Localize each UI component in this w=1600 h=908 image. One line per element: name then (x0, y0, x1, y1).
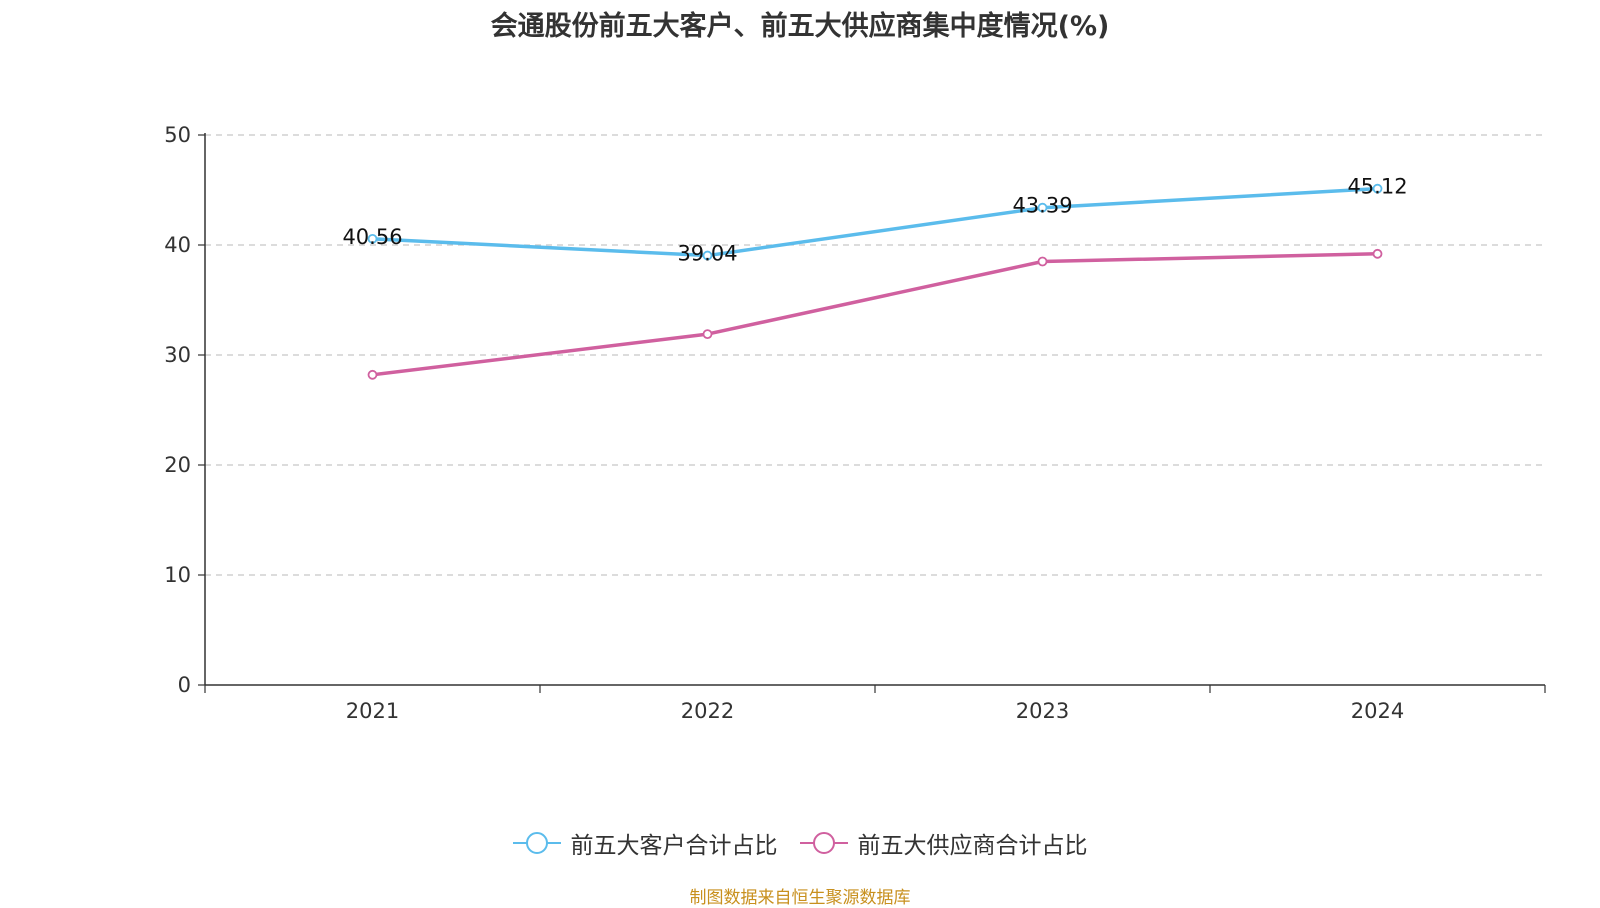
series-line-0 (372, 186, 1378, 258)
y-tick-label-20: 20 (164, 453, 191, 477)
tick-labels: 0 10 20 30 40 50 2021 2022 2023 2024 (164, 123, 1404, 723)
axes (198, 133, 1546, 693)
x-tick-label-2022: 2022 (681, 699, 734, 723)
line-chart: 0 10 20 30 40 50 2021 2022 2023 2024 40.56 39.04 43… (164, 123, 1546, 723)
legend: 前五大客户合计占比 前五大供应商合计占比 (0, 826, 1600, 860)
legend-label-customers: 前五大客户合计占比 (570, 833, 778, 859)
series-1-point-2 (1037, 256, 1048, 267)
data-label-0-2: 43.39 (1012, 194, 1072, 218)
data-label-0-0: 40.56 (342, 225, 402, 249)
y-tick-label-10: 10 (164, 563, 191, 587)
y-tick-label-50: 50 (164, 123, 191, 147)
x-tick-label-2024: 2024 (1351, 699, 1404, 723)
series-1-point-3 (1372, 248, 1383, 259)
source-note: 制图数据来自恒生聚源数据库 (689, 888, 911, 908)
legend-item-customers[interactable]: 前五大客户合计占比 (512, 826, 778, 860)
y-tick-label-40: 40 (164, 233, 191, 257)
x-tick-label-2023: 2023 (1016, 699, 1069, 723)
legend-item-suppliers[interactable]: 前五大供应商合计占比 (799, 826, 1088, 860)
legend-marker-customers-icon (512, 832, 561, 854)
y-tick-label-0: 0 (178, 673, 191, 697)
grid-lines (205, 134, 1545, 576)
legend-marker-suppliers-icon (799, 832, 848, 854)
series-1-point-1 (702, 329, 713, 340)
data-labels: 40.56 39.04 43.39 45.12 (342, 175, 1407, 266)
x-tick-label-2021: 2021 (346, 699, 399, 723)
chart-title: 会通股份前五大客户、前五大供应商集中度情况(%) (490, 11, 1110, 42)
series-0-point-1 (702, 250, 713, 261)
series-0-point-3 (1372, 183, 1383, 194)
y-tick-label-30: 30 (164, 343, 191, 367)
series-line-1 (372, 252, 1378, 377)
series-0-point-2 (1037, 202, 1048, 213)
series-0-point-0 (367, 233, 378, 244)
data-label-0-3: 45.12 (1347, 175, 1407, 199)
series-1-point-0 (367, 369, 378, 380)
legend-label-suppliers: 前五大供应商合计占比 (857, 833, 1088, 859)
data-label-0-1: 39.04 (677, 242, 737, 266)
series-layer (367, 183, 1383, 380)
